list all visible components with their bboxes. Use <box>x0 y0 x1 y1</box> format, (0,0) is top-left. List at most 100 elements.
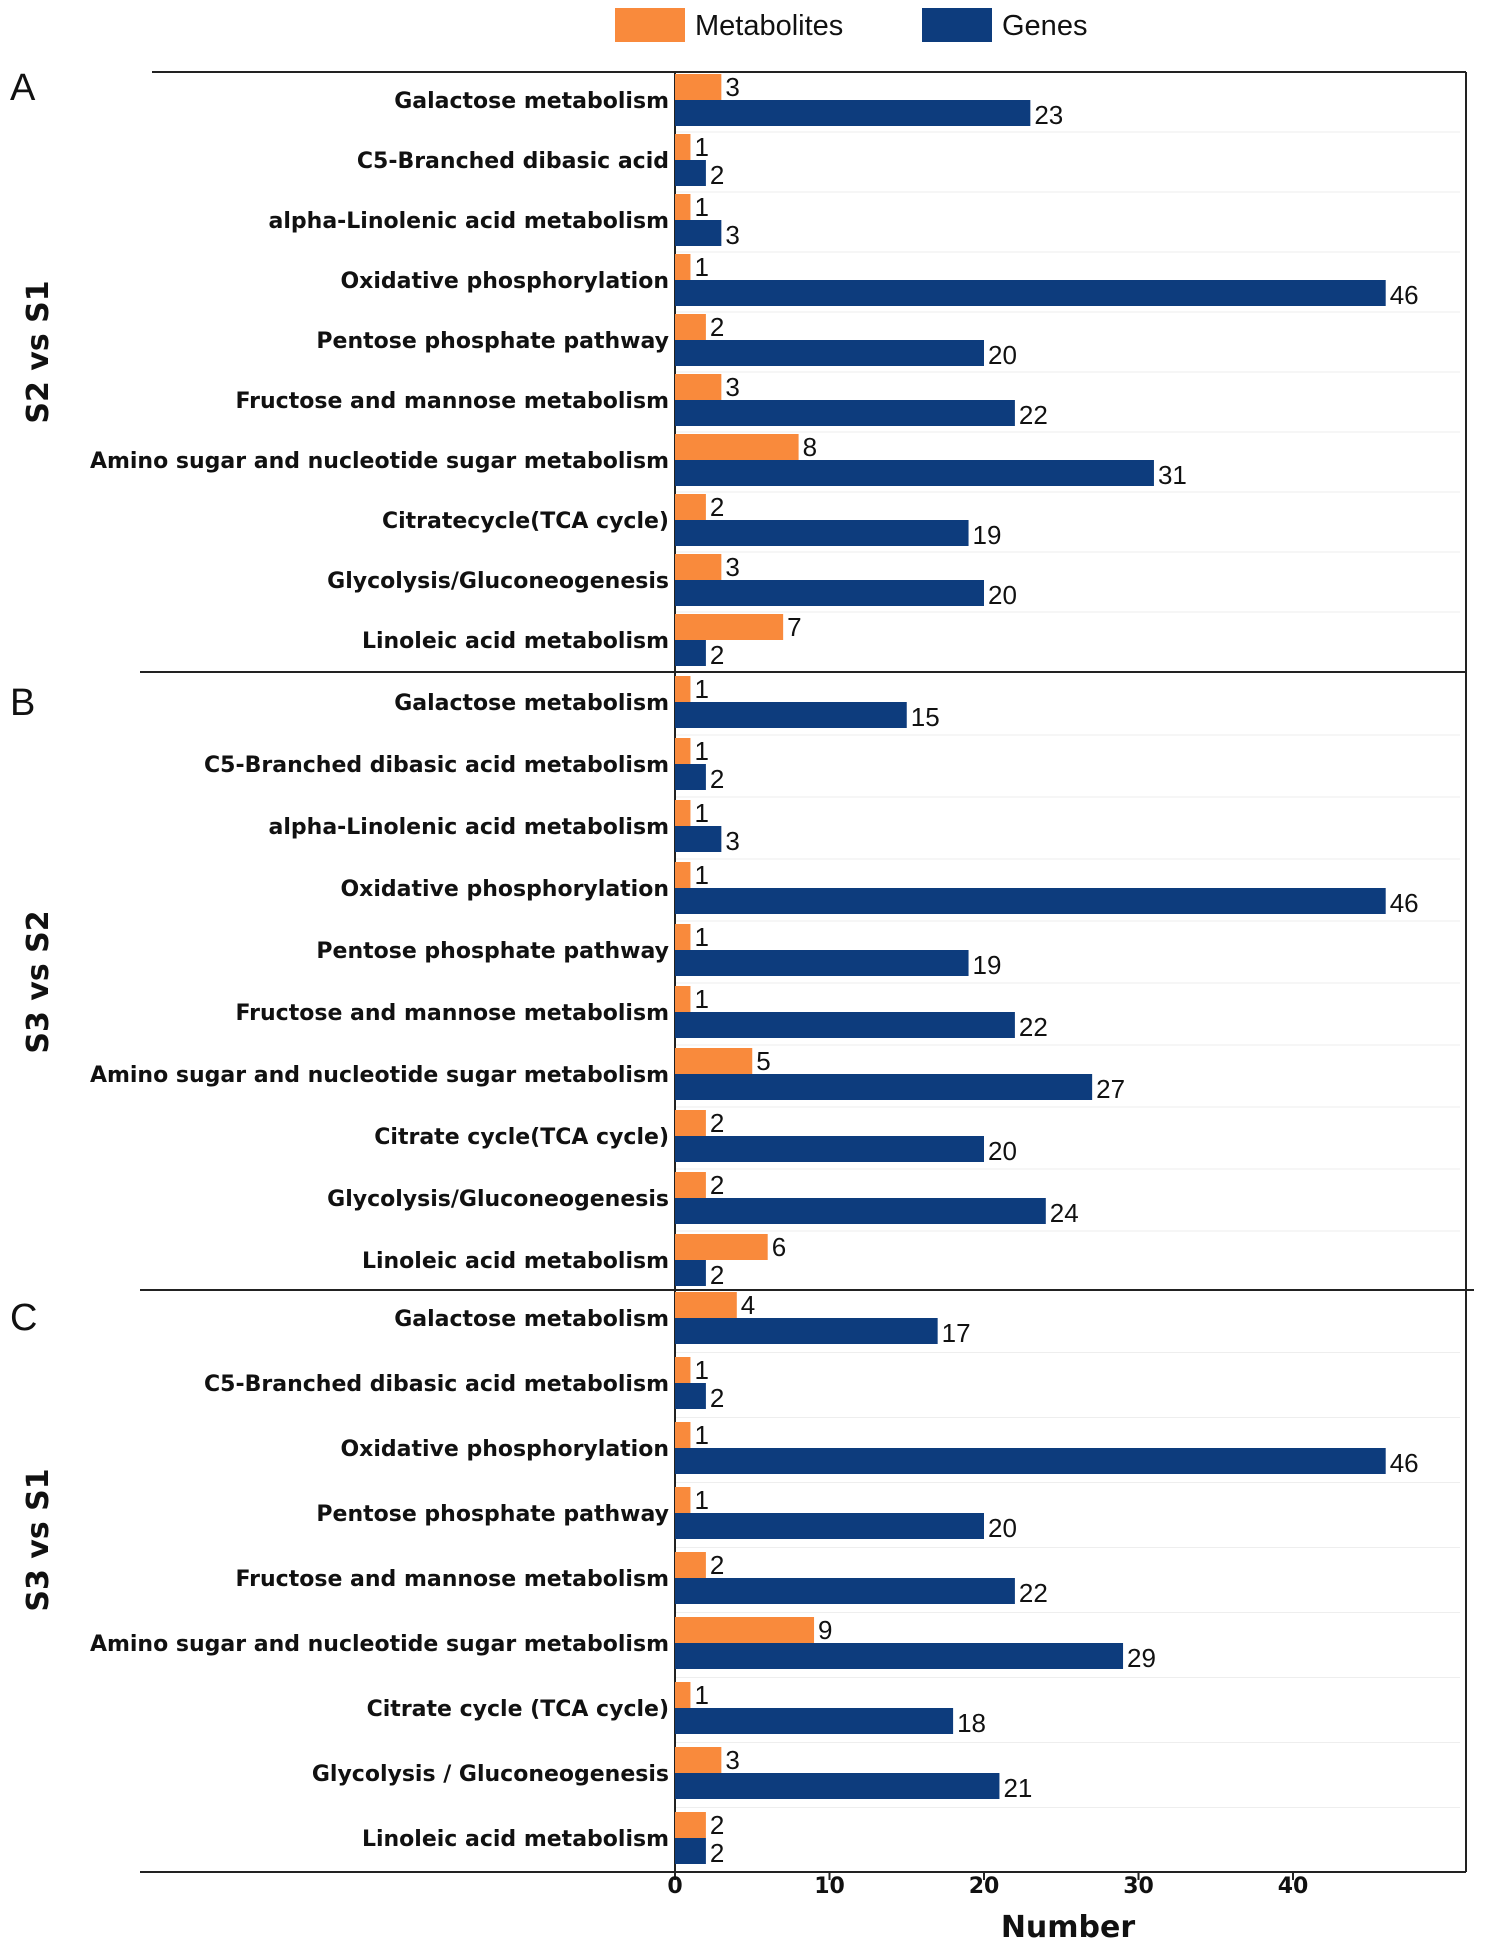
bar-genes <box>675 1318 938 1344</box>
x-tick-label: 30 <box>1123 1874 1154 1899</box>
value-label-genes: 3 <box>725 220 739 250</box>
bar-genes <box>675 340 984 366</box>
value-label-genes: 19 <box>973 520 1002 550</box>
category-label: Glycolysis / Gluconeogenesis <box>312 1762 669 1787</box>
bar-genes <box>675 460 1154 486</box>
value-label-genes: 2 <box>710 1838 724 1868</box>
bar-metabolites <box>675 676 691 702</box>
gridlines <box>675 131 1460 1808</box>
value-label-genes: 27 <box>1096 1074 1125 1104</box>
value-label-genes: 21 <box>1003 1773 1032 1803</box>
value-label-genes: 2 <box>710 640 724 670</box>
category-label: Oxidative phosphorylation <box>340 1437 669 1462</box>
value-label-metabolites: 4 <box>741 1290 755 1320</box>
value-label-metabolites: 3 <box>725 1745 739 1775</box>
category-label: alpha-Linolenic acid metabolism <box>269 209 669 234</box>
bar-genes <box>675 826 722 852</box>
x-axis: 0 10 20 30 40 Number <box>667 1872 1308 1945</box>
value-label-genes: 24 <box>1050 1198 1079 1228</box>
bar-metabolites <box>675 1552 706 1578</box>
value-label-metabolites: 2 <box>710 1170 724 1200</box>
category-label: Citrate cycle(TCA cycle) <box>374 1125 669 1150</box>
value-label-metabolites: 1 <box>694 1355 708 1385</box>
category-label: C5-Branched dibasic acid <box>357 149 669 174</box>
value-label-genes: 31 <box>1158 460 1187 490</box>
value-label-metabolites: 1 <box>694 1420 708 1450</box>
category-label: Fructose and mannose metabolism <box>236 1567 669 1592</box>
bar-metabolites <box>675 1292 737 1318</box>
value-label-genes: 3 <box>725 826 739 856</box>
bar-metabolites <box>675 738 691 764</box>
bar-genes <box>675 1708 954 1734</box>
value-label-metabolites: 1 <box>694 192 708 222</box>
category-label: Linoleic acid metabolism <box>362 1827 669 1852</box>
bar-metabolites <box>675 494 706 520</box>
bar-genes <box>675 1773 1000 1799</box>
value-label-genes: 22 <box>1019 1578 1048 1608</box>
legend-swatch-genes <box>922 8 992 42</box>
category-label: Glycolysis/Gluconeogenesis <box>327 1187 669 1212</box>
bar-metabolites <box>675 314 706 340</box>
bar-metabolites <box>675 1617 815 1643</box>
bar-genes <box>675 400 1015 426</box>
bar-metabolites <box>675 374 722 400</box>
panel-label: A <box>10 67 36 109</box>
x-tick-label: 40 <box>1278 1874 1309 1899</box>
bar-metabolites <box>675 1357 691 1383</box>
category-label: Galactose metabolism <box>394 89 669 114</box>
bar-genes <box>675 520 969 546</box>
bar-genes <box>675 1012 1015 1038</box>
bar-metabolites <box>675 1110 706 1136</box>
category-label: Pentose phosphate pathway <box>316 1502 669 1527</box>
value-label-metabolites: 2 <box>710 1550 724 1580</box>
category-label: Galactose metabolism <box>394 1307 669 1332</box>
bar-metabolites <box>675 254 691 280</box>
value-label-genes: 15 <box>911 702 940 732</box>
bar-genes <box>675 160 706 186</box>
bar-genes <box>675 1578 1015 1604</box>
bar-genes <box>675 1136 984 1162</box>
value-label-genes: 2 <box>710 1260 724 1290</box>
x-axis-title: Number <box>1001 1910 1136 1945</box>
bar-metabolites <box>675 1422 691 1448</box>
category-label: Amino sugar and nucleotide sugar metabol… <box>90 449 669 474</box>
bar-metabolites <box>675 1172 706 1198</box>
bar-genes <box>675 950 969 976</box>
x-tick-label: 0 <box>667 1874 682 1899</box>
comparison-label: S2 vs S1 <box>21 280 56 423</box>
value-label-metabolites: 1 <box>694 922 708 952</box>
bar-metabolites <box>675 134 691 160</box>
category-label: alpha-Linolenic acid metabolism <box>269 815 669 840</box>
value-label-genes: 29 <box>1127 1643 1156 1673</box>
bar-genes <box>675 640 706 666</box>
legend: Metabolites Genes <box>615 8 1087 42</box>
category-label: Pentose phosphate pathway <box>316 329 669 354</box>
value-label-metabolites: 3 <box>725 552 739 582</box>
value-label-metabolites: 6 <box>772 1232 786 1262</box>
legend-swatch-metabolites <box>615 8 685 42</box>
x-tick-label: 20 <box>969 1874 1000 1899</box>
bar-metabolites <box>675 1048 753 1074</box>
bar-genes <box>675 1838 706 1864</box>
bar-genes <box>675 1198 1046 1224</box>
bar-genes <box>675 1513 984 1539</box>
bar-genes <box>675 1260 706 1286</box>
value-label-genes: 20 <box>988 1136 1017 1166</box>
value-label-metabolites: 7 <box>787 612 801 642</box>
value-label-genes: 2 <box>710 160 724 190</box>
value-label-genes: 18 <box>957 1708 986 1738</box>
comparison-label: S3 vs S1 <box>21 1468 56 1611</box>
bar-metabolites <box>675 74 722 100</box>
category-label: Oxidative phosphorylation <box>340 877 669 902</box>
value-label-metabolites: 1 <box>694 674 708 704</box>
value-label-metabolites: 1 <box>694 736 708 766</box>
bar-metabolites <box>675 1234 768 1260</box>
category-label: Fructose and mannose metabolism <box>236 1001 669 1026</box>
bar-genes <box>675 1074 1093 1100</box>
category-label: Galactose metabolism <box>394 691 669 716</box>
category-label: Citratecycle(TCA cycle) <box>382 509 669 534</box>
value-label-metabolites: 1 <box>694 132 708 162</box>
category-label: Fructose and mannose metabolism <box>236 389 669 414</box>
bar-metabolites <box>675 434 799 460</box>
